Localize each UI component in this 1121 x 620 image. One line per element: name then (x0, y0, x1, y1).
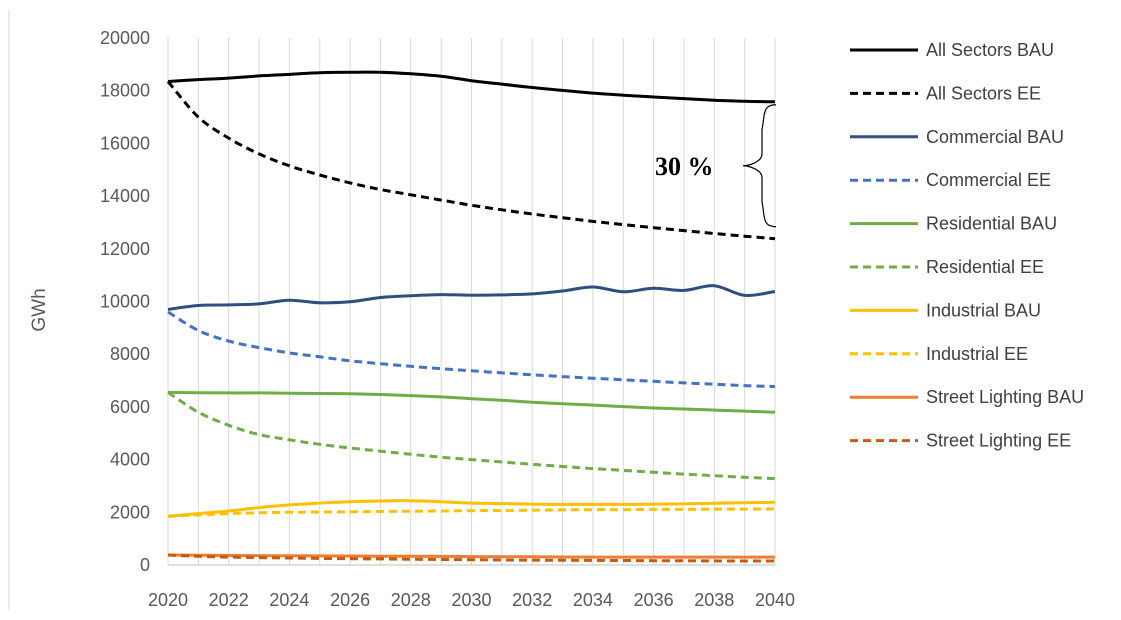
x-tick-label: 2032 (512, 590, 552, 610)
legend-label-street-lighting-ee: Street Lighting EE (926, 431, 1071, 451)
x-axis-ticks: 2020 2022 2024 2026 2028 2030 2032 2034 2036 2038… (148, 590, 795, 610)
series-lines (166, 70, 776, 563)
y-tick-label: 10000 (100, 292, 150, 312)
legend-label-residential-ee: Residential EE (926, 257, 1044, 277)
y-axis-title: GWh (29, 288, 50, 331)
x-tick-label: 2026 (330, 590, 370, 610)
legend-label-industrial-ee: Industrial EE (926, 344, 1028, 364)
y-tick-label: 0 (140, 555, 150, 575)
annotation-label: 30 % (655, 152, 714, 181)
x-tick-label: 2020 (148, 590, 188, 610)
series-line-street-lighting-bau (167, 553, 775, 559)
series-line-commercial-ee (167, 310, 776, 389)
x-tick-label: 2036 (634, 590, 674, 610)
x-tick-label: 2034 (573, 590, 613, 610)
series-line-residential-bau (167, 390, 776, 414)
y-tick-label: 12000 (100, 239, 150, 259)
y-tick-label: 6000 (110, 397, 150, 417)
x-tick-label: 2024 (269, 590, 309, 610)
y-tick-label: 20000 (100, 28, 150, 48)
x-tick-label: 2022 (209, 590, 249, 610)
legend-label-all-sectors-ee: All Sectors EE (926, 83, 1041, 103)
x-tick-label: 2040 (755, 590, 795, 610)
annotation-30-percent: 30 % (655, 104, 777, 228)
gridlines (167, 38, 776, 565)
legend-label-street-lighting-bau: Street Lighting BAU (926, 387, 1084, 407)
series-line-residential-ee (167, 391, 776, 481)
y-tick-label: 4000 (110, 450, 150, 470)
x-tick-label: 2038 (694, 590, 734, 610)
x-tick-label: 2028 (391, 590, 431, 610)
series-line-commercial-bau (167, 284, 776, 311)
y-axis-ticks: 0 2000 4000 6000 8000 10000 12000 14000 16000 180… (100, 28, 150, 575)
series-line-street-lighting-ee (167, 553, 776, 563)
y-tick-label: 18000 (100, 81, 150, 101)
y-tick-label: 14000 (100, 186, 150, 206)
annotation-brace (742, 104, 777, 228)
series-line-all-sectors-bau (167, 70, 776, 104)
series-line-industrial-bau (167, 499, 776, 518)
legend-label-commercial-bau: Commercial BAU (926, 127, 1064, 147)
legend-label-all-sectors-bau: All Sectors BAU (926, 40, 1054, 60)
series-line-industrial-ee (167, 507, 776, 518)
y-tick-label: 2000 (110, 502, 150, 522)
y-tick-label: 8000 (110, 344, 150, 364)
legend-label-industrial-bau: Industrial BAU (926, 300, 1041, 320)
legend-label-residential-bau: Residential BAU (926, 214, 1057, 234)
y-tick-label: 16000 (100, 133, 150, 153)
legend: All Sectors BAU All Sectors EE Commercial … (850, 40, 1084, 451)
legend-label-commercial-ee: Commercial EE (926, 170, 1051, 190)
x-tick-label: 2030 (451, 590, 491, 610)
